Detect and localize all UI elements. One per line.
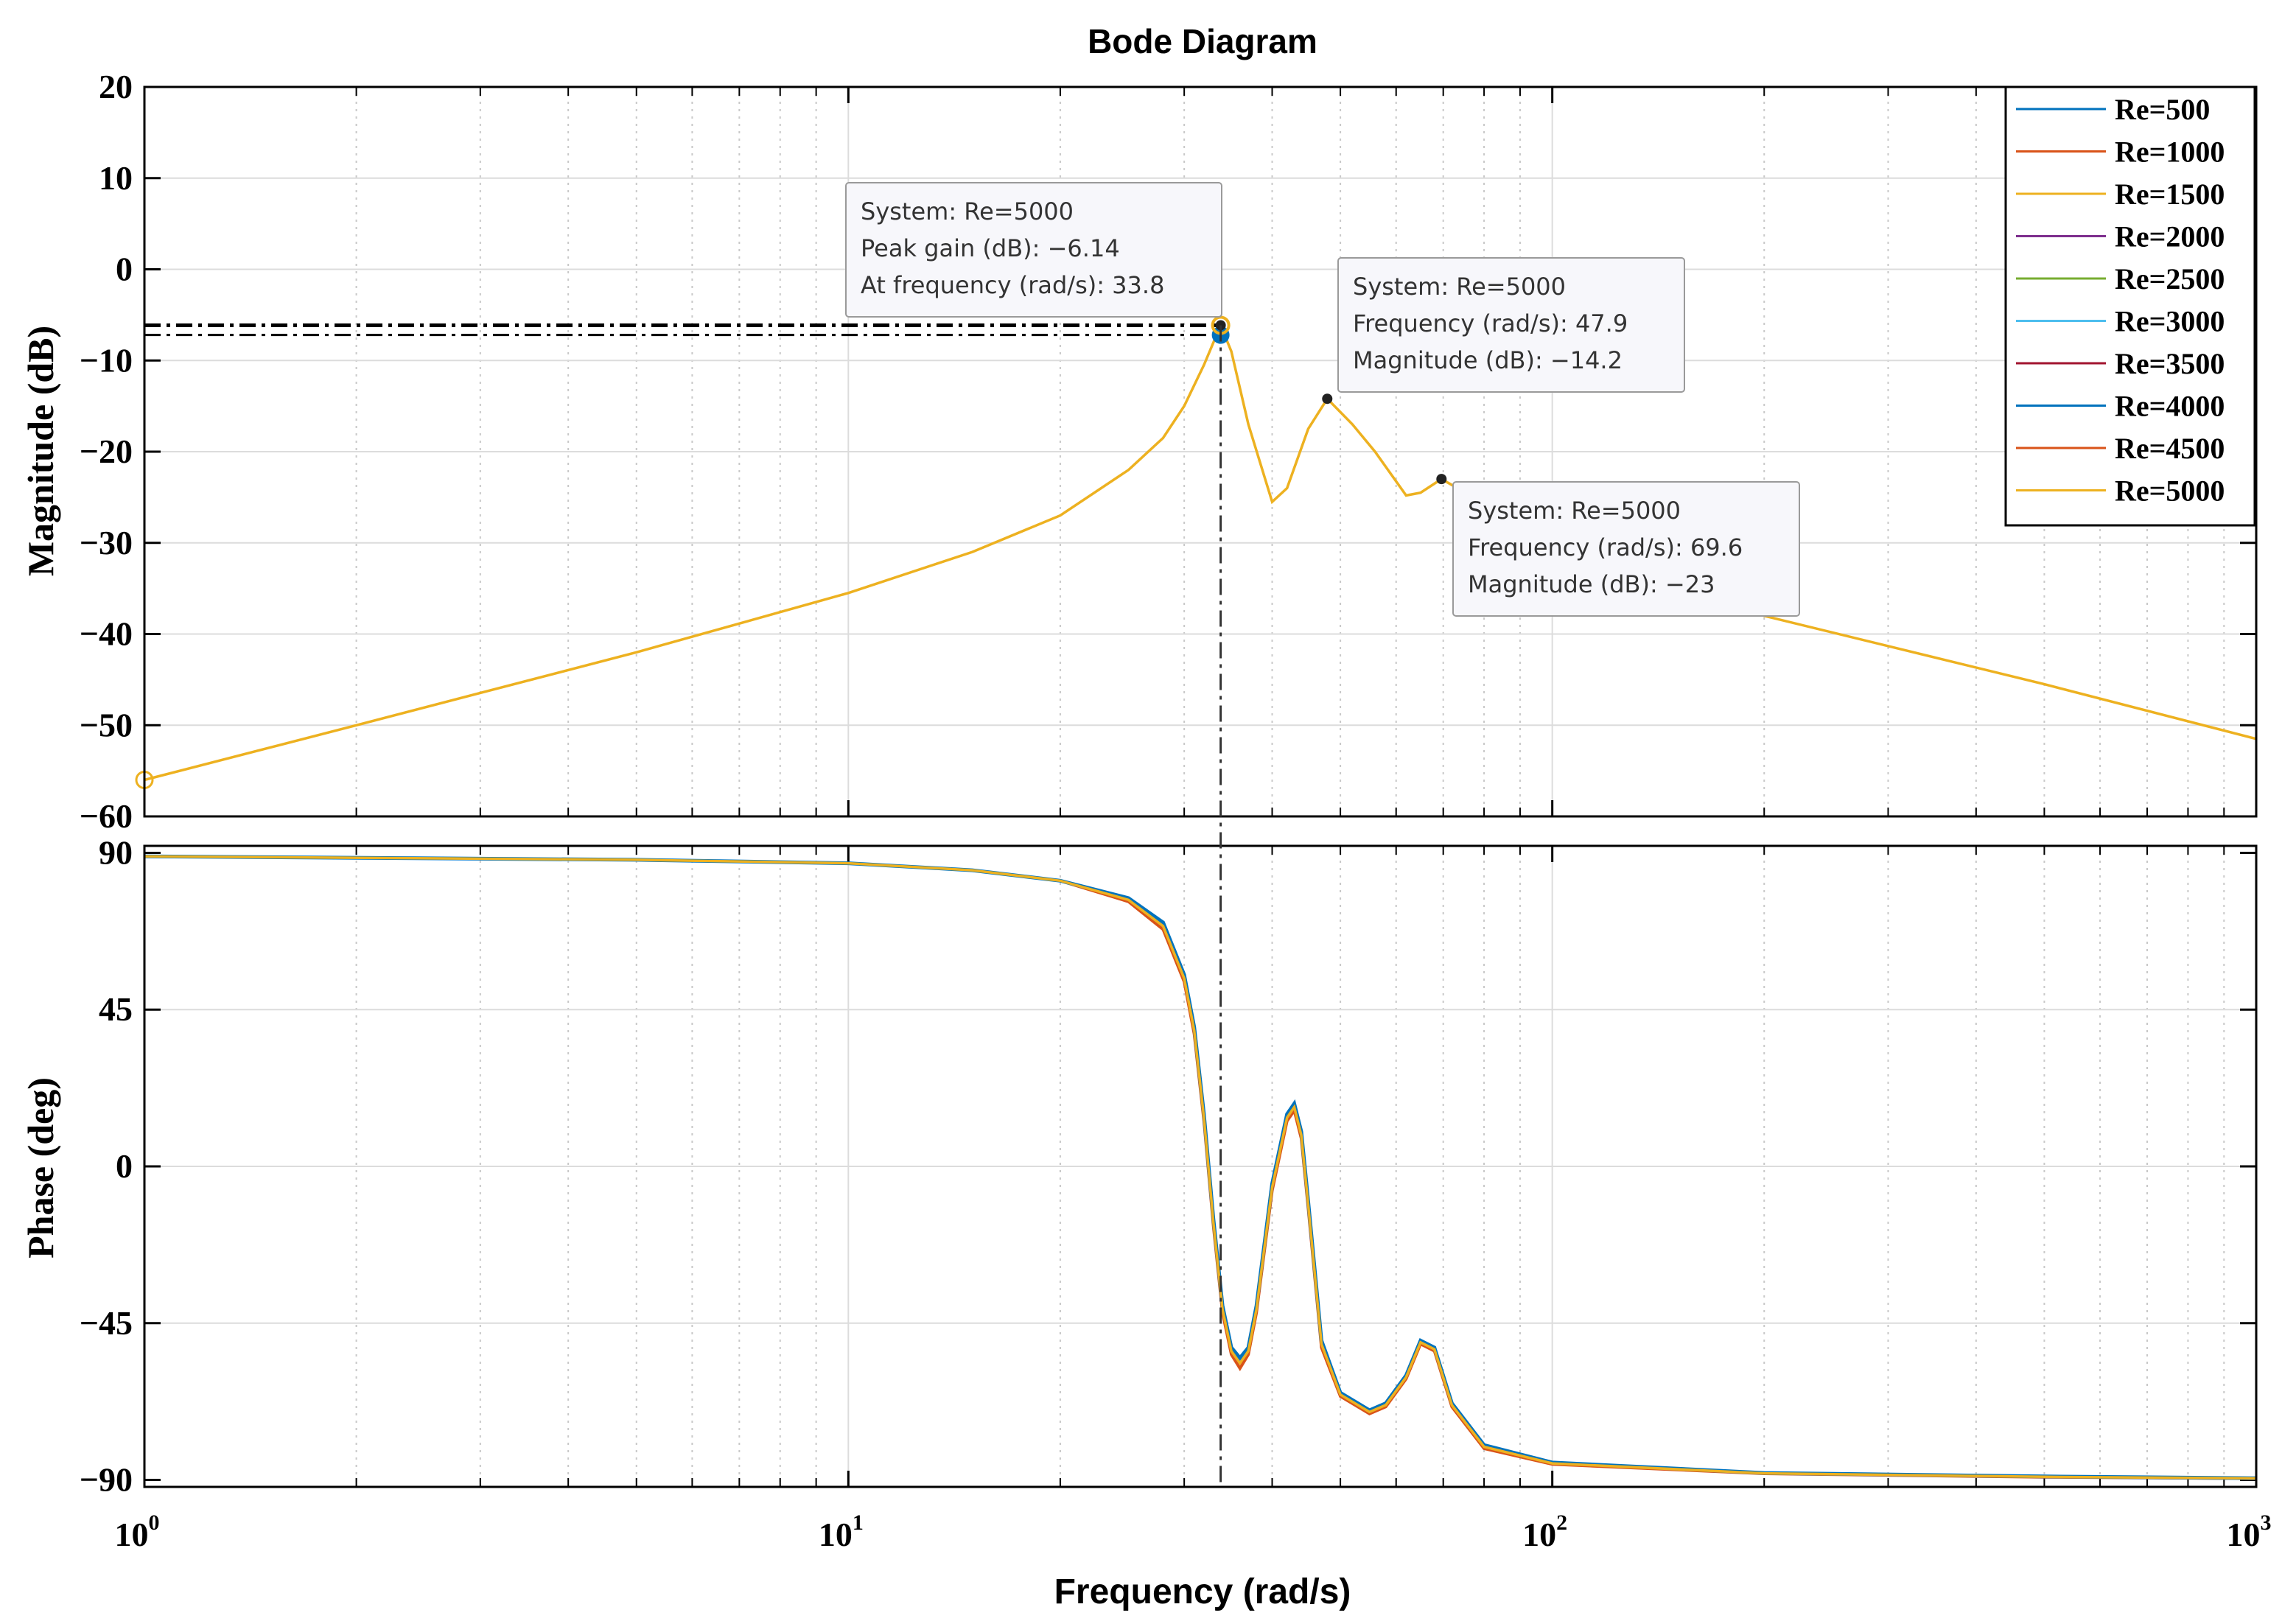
legend-entry: Re=5000	[2115, 475, 2225, 508]
legend-entry: Re=1500	[2115, 178, 2225, 211]
chart-title: Bode Diagram	[1088, 22, 1317, 60]
datatip-line: System: Re=5000	[1468, 497, 1681, 525]
phase-y-tick-label: −45	[80, 1304, 133, 1342]
magnitude-y-axis-label: Magnitude (dB)	[20, 326, 61, 576]
datatip-line: System: Re=5000	[1353, 273, 1566, 301]
datatip-box	[845, 182, 1222, 318]
x-tick-label: 101	[819, 1510, 864, 1553]
phase-y-tick-label: 0	[116, 1147, 133, 1185]
datatip-line: Magnitude (dB): −14.2	[1353, 346, 1623, 374]
x-tick-label: 103	[2227, 1510, 2272, 1553]
phase-axes-box	[143, 844, 2258, 1488]
legend-entry: Re=3000	[2115, 305, 2225, 338]
datatips: System: Re=5000 Peak gain (dB): −6.14 At f…	[845, 182, 1800, 617]
legend-entry: Re=4500	[2115, 432, 2225, 465]
datatip-box	[1452, 481, 1800, 617]
datatip-line: Frequency (rad/s): 47.9	[1353, 309, 1628, 337]
datatip-line: Peak gain (dB): −6.14	[861, 234, 1120, 262]
legend-entry: Re=2500	[2115, 262, 2225, 295]
legend-entry: Re=3500	[2115, 347, 2225, 380]
phase-panel: 90 45 0 −45 −90	[80, 833, 2258, 1499]
datatip: System: Re=5000 Frequency (rad/s): 47.9 Ma…	[1322, 257, 1685, 405]
phase-y-tick-label: 45	[99, 990, 133, 1028]
datatip: System: Re=5000 Peak gain (dB): −6.14 At f…	[845, 182, 1226, 331]
x-tick-labels: 100 101 102 103	[115, 1510, 2272, 1553]
datatip-point	[1322, 393, 1333, 405]
phase-curve-re5000	[144, 855, 2257, 1480]
legend-entry: Re=2000	[2115, 220, 2225, 253]
datatip-line: Magnitude (dB): −23	[1468, 570, 1715, 598]
legend-entry: Re=1000	[2115, 136, 2225, 169]
datatip-box	[1337, 257, 1685, 393]
magnitude-y-tick-label: −60	[80, 797, 133, 835]
datatip-line: At frequency (rad/s): 33.8	[861, 271, 1164, 299]
datatip-line: Frequency (rad/s): 69.6	[1468, 533, 1743, 561]
legend-entry: Re=4000	[2115, 390, 2225, 423]
phase-y-tick-label: −90	[80, 1461, 133, 1499]
magnitude-y-tick-label: 0	[116, 251, 133, 288]
magnitude-y-tick-label: −10	[80, 341, 133, 379]
datatip: System: Re=5000 Frequency (rad/s): 69.6 Ma…	[1436, 474, 1800, 617]
magnitude-y-tick-label: −30	[80, 524, 133, 561]
legend: Re=500 Re=1000 Re=1500 Re=2000 Re=2500 Re=300…	[2004, 85, 2256, 527]
magnitude-y-tick-label: −50	[80, 706, 133, 743]
x-axis-label: Frequency (rad/s)	[1054, 1572, 1351, 1611]
datatip-point	[1436, 474, 1447, 485]
x-tick-label: 100	[115, 1510, 160, 1553]
magnitude-axes-box	[143, 85, 2258, 818]
magnitude-y-tick-label: 20	[99, 68, 133, 105]
magnitude-y-tick-label: −40	[80, 615, 133, 653]
legend-entry: Re=500	[2115, 93, 2210, 126]
magnitude-y-tick-label: −20	[80, 433, 133, 470]
phase-y-axis-label: Phase (deg)	[20, 1077, 61, 1258]
x-tick-label: 102	[1522, 1510, 1567, 1553]
phase-y-tick-label: 90	[99, 833, 133, 871]
magnitude-y-tick-label: 10	[99, 159, 133, 197]
legend-box	[2004, 85, 2256, 527]
datatip-line: System: Re=5000	[861, 197, 1074, 225]
